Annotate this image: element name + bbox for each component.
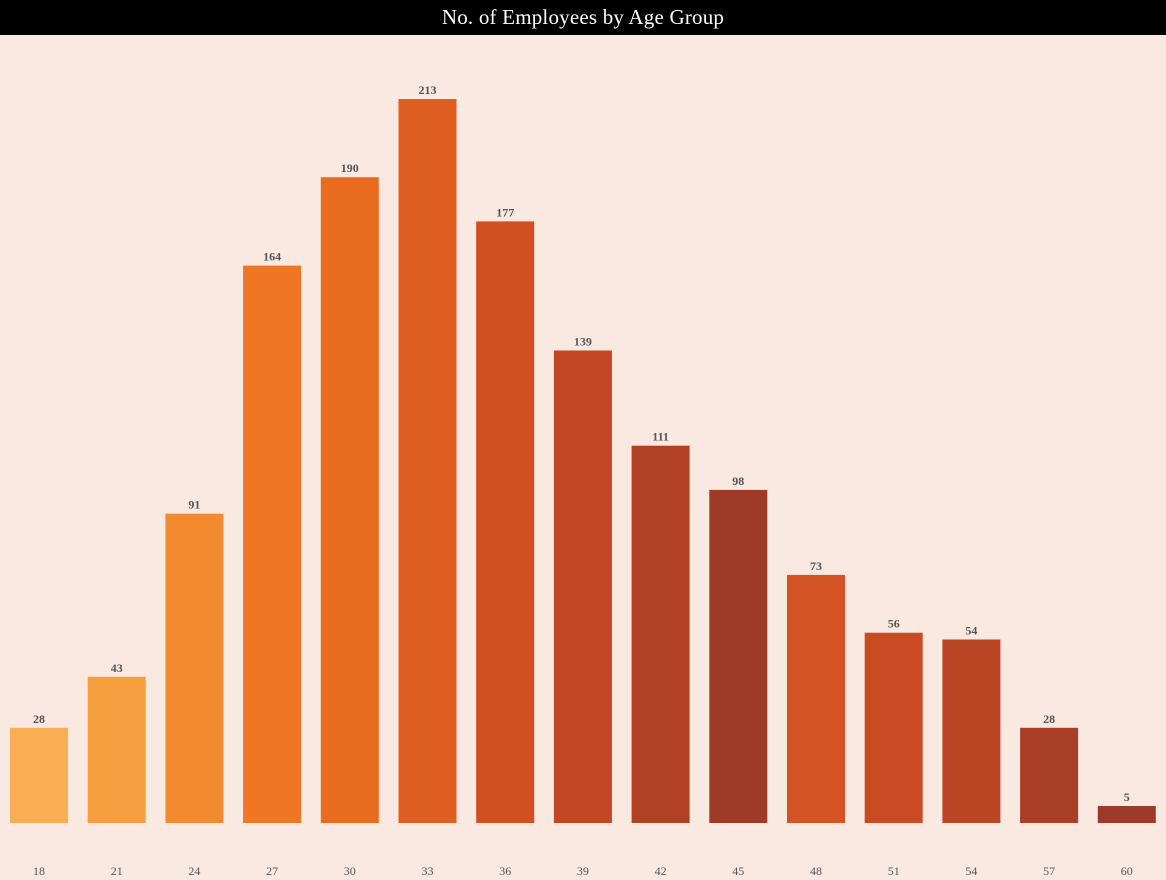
value-label-45: 98 [732,474,744,488]
bar-51 [864,632,923,823]
value-label-27: 164 [263,250,281,264]
bar-60 [1097,806,1156,823]
x-tick-label-27: 27 [266,864,278,878]
value-label-24: 91 [188,498,200,512]
x-tick-label-42: 42 [655,864,667,878]
value-label-33: 213 [419,83,437,97]
value-label-60: 5 [1124,790,1130,804]
bar-30 [320,177,379,823]
bar-18 [10,727,68,823]
value-label-36: 177 [496,205,514,219]
x-tick-label-24: 24 [188,864,200,878]
value-label-30: 190 [341,161,359,175]
title-bar: No. of Employees by Age Group [0,0,1166,35]
value-label-54: 54 [965,624,977,638]
x-tick-label-33: 33 [422,864,434,878]
bars-group [10,99,1156,824]
bar-36 [476,221,535,823]
bar-39 [553,350,612,823]
x-tick-label-18: 18 [33,864,45,878]
x-tick-label-30: 30 [344,864,356,878]
value-label-21: 43 [111,661,123,675]
x-tick-label-48: 48 [810,864,822,878]
value-label-48: 73 [810,559,822,573]
bar-54 [942,639,1001,823]
bar-42 [631,445,690,823]
x-tick-label-51: 51 [888,864,900,878]
x-tick-label-60: 60 [1121,864,1133,878]
x-tick-label-57: 57 [1043,864,1055,878]
value-label-18: 28 [33,712,45,726]
value-labels-group: 28 43 91 164 190 213 177 139 111 98 73 56 54 28 5 [33,83,1130,804]
x-tick-label-54: 54 [965,864,977,878]
bar-21 [87,676,146,823]
value-label-51: 56 [888,617,900,631]
value-label-57: 28 [1043,712,1055,726]
bar-57 [1020,727,1079,823]
chart-title: No. of Employees by Age Group [441,5,725,29]
x-tick-label-45: 45 [732,864,744,878]
value-label-39: 139 [574,335,592,349]
x-tick-label-21: 21 [111,864,123,878]
bar-27 [243,265,302,824]
value-label-42: 111 [652,430,669,444]
bar-24 [165,513,224,823]
x-tick-label-39: 39 [577,864,589,878]
x-tick-labels-group: 18 21 24 27 30 33 36 39 42 45 48 51 54 57 60 [33,864,1133,878]
bar-48 [787,574,845,823]
bar-45 [709,489,768,823]
bar-33 [398,99,457,823]
x-tick-label-36: 36 [499,864,511,878]
